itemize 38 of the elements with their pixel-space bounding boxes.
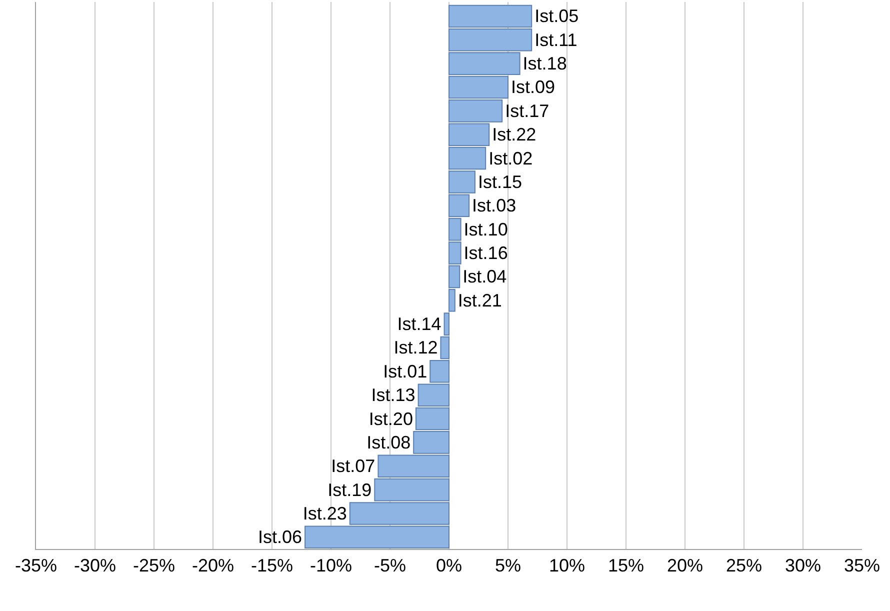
x-tick-label: -5% <box>374 556 406 576</box>
x-tick-label: 20% <box>666 556 704 576</box>
y-tick-label: Ist.17 <box>505 100 550 121</box>
x-tick-label: 15% <box>608 556 644 576</box>
x-tick-label: 5% <box>494 556 522 576</box>
y-tick-label: Ist.19 <box>328 480 372 500</box>
y-tick-label: Ist.21 <box>458 290 502 310</box>
y-tick-label: Ist.18 <box>522 54 567 74</box>
x-tick-label: 10% <box>548 556 586 576</box>
y-tick-label: Ist.06 <box>258 527 302 548</box>
y-tick-label: Ist.20 <box>368 408 413 429</box>
y-tick-label: Ist.01 <box>383 361 428 382</box>
x-tick-label: -10% <box>310 556 352 576</box>
y-tick-label: Ist.13 <box>371 385 416 406</box>
x-tick-label: 0% <box>436 556 462 576</box>
x-tick-label: -35% <box>14 556 58 576</box>
x-tick-label: -25% <box>132 556 176 576</box>
y-tick-label: Ist.10 <box>464 219 508 240</box>
y-tick-label: Ist.14 <box>397 314 442 334</box>
x-tick-label: -30% <box>74 556 116 576</box>
x-tick-label: -20% <box>192 556 234 576</box>
y-tick-label: Ist.02 <box>488 148 533 168</box>
x-tick-label: 25% <box>726 556 762 576</box>
y-tick-label: Ist.11 <box>534 30 578 50</box>
y-tick-label: Ist.07 <box>331 456 376 476</box>
x-tick-label: -15% <box>250 556 294 576</box>
y-tick-label: Ist.12 <box>394 338 438 358</box>
y-tick-label: Ist.15 <box>478 172 522 192</box>
y-tick-label: Ist.09 <box>511 77 556 98</box>
x-tick-label: 35% <box>844 556 880 576</box>
x-tick-label: 30% <box>784 556 822 576</box>
y-tick-label: Ist.22 <box>492 124 536 145</box>
y-tick-label: Ist.03 <box>472 196 516 216</box>
y-tick-label: Ist.04 <box>462 266 507 287</box>
y-tick-label: Ist.23 <box>302 503 347 524</box>
y-tick-label: Ist.16 <box>464 243 508 264</box>
y-tick-label: Ist.08 <box>366 432 411 452</box>
y-tick-label: Ist.05 <box>534 6 579 26</box>
